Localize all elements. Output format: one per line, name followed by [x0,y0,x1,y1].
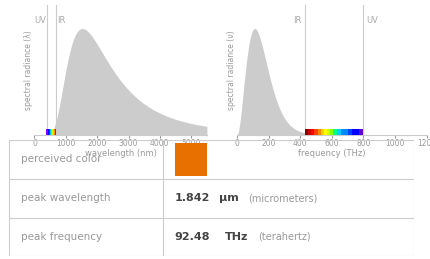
Bar [52,129,53,135]
Bar [46,129,48,135]
Bar [323,129,326,135]
Bar [341,129,347,135]
Bar [317,129,320,135]
Text: IR: IR [293,16,301,25]
Text: μm: μm [219,193,239,203]
Y-axis label: spectral radiance (λ): spectral radiance (λ) [24,30,33,110]
Bar [326,129,329,135]
Y-axis label: spectral radiance (ν): spectral radiance (ν) [226,30,235,110]
Bar [320,129,323,135]
Text: 92.48: 92.48 [174,232,210,242]
Bar [336,129,341,135]
Bar [310,129,314,135]
Text: IR: IR [57,16,66,25]
Bar [333,129,336,135]
Text: (terahertz): (terahertz) [257,232,310,242]
Bar [347,129,352,135]
Bar [48,129,49,135]
Bar [49,129,50,135]
Text: peak frequency: peak frequency [21,232,101,242]
Bar [50,129,51,135]
Bar [307,129,310,135]
Bar [358,129,362,135]
Bar [329,129,333,135]
Bar [352,129,358,135]
Bar [174,143,207,176]
Bar [51,129,52,135]
Text: 1.842: 1.842 [174,193,209,203]
Text: UV: UV [366,16,378,25]
X-axis label: wavelength (nm): wavelength (nm) [85,149,156,158]
Bar [55,129,56,135]
Bar [53,129,54,135]
Text: THz: THz [225,232,248,242]
Text: UV: UV [34,16,46,25]
X-axis label: frequency (THz): frequency (THz) [298,149,365,158]
Text: peak wavelength: peak wavelength [21,193,110,203]
Text: perceived color: perceived color [21,154,101,164]
Text: (micrometers): (micrometers) [247,193,316,203]
Bar [314,129,317,135]
Bar [304,129,307,135]
Bar [54,129,55,135]
